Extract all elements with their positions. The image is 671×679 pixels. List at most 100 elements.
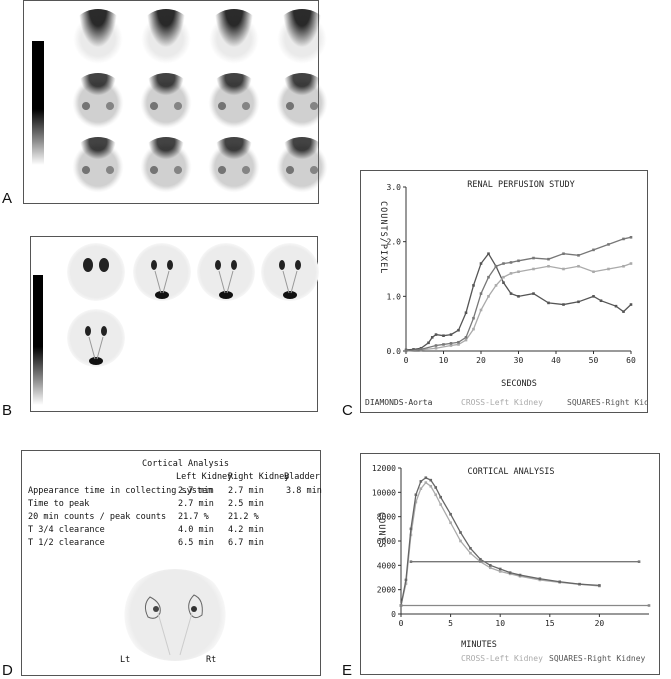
table-cell-left: 4.0 min <box>178 525 214 535</box>
data-point <box>439 495 442 499</box>
chart-title: CORTICAL ANALYSIS <box>468 467 555 477</box>
data-point <box>518 573 522 577</box>
data-point <box>434 346 438 350</box>
table-cell-left: 2.7 min <box>178 499 214 509</box>
data-point <box>488 566 492 570</box>
panel-d-table: Cortical Analysis Left Kidney Right Kidn… <box>21 450 322 676</box>
data-point <box>517 295 520 298</box>
x-axis-label: SECONDS <box>501 379 537 389</box>
data-point <box>598 584 601 587</box>
data-point <box>479 557 482 561</box>
table-cell-right: 6.7 min <box>228 538 264 548</box>
data-point <box>472 284 475 287</box>
x-tick-label: 0 <box>399 619 404 628</box>
y-tick-label: 10000 <box>372 488 396 497</box>
data-point <box>429 478 433 482</box>
data-point <box>464 311 468 315</box>
data-point <box>399 604 403 607</box>
data-point <box>457 340 460 344</box>
y-tick-label: 4000 <box>377 561 396 570</box>
data-point <box>419 348 423 351</box>
data-point <box>469 547 472 550</box>
data-point <box>517 270 520 274</box>
x-tick-label: 30 <box>514 356 524 365</box>
scan-frame <box>272 73 332 133</box>
intensity-scale-bar <box>33 275 43 405</box>
data-point <box>424 476 428 480</box>
data-point <box>629 303 633 306</box>
x-axis-label: MINUTES <box>461 640 497 650</box>
data-point <box>449 333 453 336</box>
data-point <box>498 570 502 573</box>
panel-c-chart: 0 10 20 30 40 50 60 0.0 1.0 2.0 3.0 RENAL PERFUSION… <box>360 170 664 413</box>
scan-frame <box>67 309 125 367</box>
x-tick-label: 50 <box>589 356 599 365</box>
image-label-right: Rt <box>206 655 217 665</box>
data-point <box>427 341 430 345</box>
data-point <box>487 252 490 255</box>
data-point <box>429 484 433 488</box>
chart-title: RENAL PERFUSION STUDY <box>467 180 574 190</box>
data-point <box>404 578 408 582</box>
table-cell-left: 21.7 % <box>178 512 209 522</box>
legend-entry: DIAMONDS-Aorta <box>365 398 433 407</box>
table-cell-label: 20 min counts / peak counts <box>28 512 167 522</box>
data-point <box>414 500 418 504</box>
scan-frame <box>136 137 196 197</box>
x-tick-label: 10 <box>439 356 449 365</box>
data-point <box>532 256 535 260</box>
data-point <box>464 338 468 342</box>
data-point <box>459 531 462 534</box>
data-point <box>532 292 535 295</box>
data-point <box>409 560 413 563</box>
data-point <box>502 262 505 265</box>
table-cell-right: 2.5 min <box>228 499 264 509</box>
data-point <box>562 252 565 255</box>
y-axis-label: COUNTS/PIXEL <box>378 201 388 274</box>
table-cell-right: 21.2 % <box>228 512 259 522</box>
data-point <box>592 248 595 252</box>
data-point <box>538 577 542 581</box>
data-point <box>449 344 453 347</box>
data-point <box>487 295 490 298</box>
data-point <box>637 560 641 563</box>
data-point <box>498 567 502 571</box>
y-tick-label: 2000 <box>377 586 396 595</box>
data-point <box>419 480 423 483</box>
x-tick-label: 5 <box>448 619 453 628</box>
data-point <box>459 539 462 543</box>
data-point <box>547 257 550 261</box>
panel-label-d: D <box>2 662 13 679</box>
y-tick-label: 2.0 <box>387 238 402 247</box>
data-point <box>424 481 428 484</box>
panel-b-scintigraphy <box>30 236 319 412</box>
data-point <box>449 521 452 525</box>
data-point <box>509 272 513 275</box>
data-point <box>629 262 633 265</box>
data-point <box>532 267 535 271</box>
data-point <box>479 262 483 265</box>
data-point <box>494 264 498 268</box>
scan-frame <box>136 73 196 133</box>
y-tick-label: 6000 <box>377 537 396 546</box>
data-point <box>442 334 445 337</box>
table-cell-right: 2.7 min <box>228 486 264 496</box>
data-point <box>434 486 438 489</box>
table-cell-left: 2.7 min <box>178 486 214 496</box>
data-point <box>412 348 415 351</box>
series-line <box>405 262 632 352</box>
data-point <box>449 342 453 345</box>
scan-frame <box>68 73 128 133</box>
data-point <box>577 254 580 257</box>
table-cell-left: 6.5 min <box>178 538 214 548</box>
scan-frame <box>136 9 196 69</box>
panel-label-c: C <box>342 402 353 419</box>
y-tick-label: 12000 <box>372 464 396 473</box>
y-tick-label: 0 <box>391 610 396 619</box>
scan-frame <box>204 137 264 197</box>
legend-entry: CROSS-Left Kidney <box>461 398 543 407</box>
data-point <box>547 301 550 305</box>
x-tick-label: 60 <box>626 356 636 365</box>
data-point <box>622 237 625 241</box>
table-cell-label: T 3/4 clearance <box>28 525 105 535</box>
